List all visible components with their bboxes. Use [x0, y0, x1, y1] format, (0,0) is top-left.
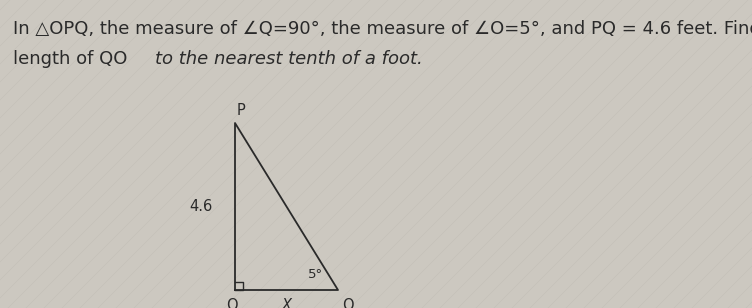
Text: 4.6: 4.6: [190, 199, 213, 214]
Text: 5°: 5°: [308, 269, 323, 282]
Text: O: O: [342, 298, 353, 308]
Text: P: P: [237, 103, 245, 118]
Text: X: X: [281, 298, 292, 308]
Text: length of QO: length of QO: [13, 50, 133, 68]
Text: to the nearest tenth of a foot.: to the nearest tenth of a foot.: [155, 50, 423, 68]
Text: Q: Q: [226, 298, 238, 308]
Text: In △OPQ, the measure of ∠Q=90°, the measure of ∠O=5°, and PQ = 4.6 feet. Find th: In △OPQ, the measure of ∠Q=90°, the meas…: [13, 20, 752, 38]
